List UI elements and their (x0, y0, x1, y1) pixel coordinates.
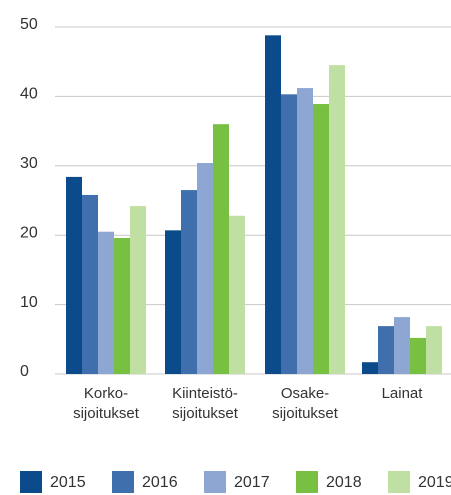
bar (410, 337, 426, 374)
x-tick-label: Korko- sijoitukset (73, 385, 139, 422)
bar (165, 230, 181, 374)
bar (394, 317, 410, 374)
x-tick-label: Lainat (381, 385, 423, 402)
bar (426, 326, 442, 374)
bar (181, 190, 197, 374)
y-tick-label: 30 (20, 155, 38, 172)
y-tick-label: 20 (20, 224, 38, 241)
legend-label: 2016 (142, 474, 178, 491)
bar (229, 215, 245, 374)
legend-swatch (204, 471, 226, 493)
legend-swatch (296, 471, 318, 493)
legend-label: 2017 (234, 474, 270, 491)
bar (265, 35, 281, 374)
bar (98, 231, 114, 374)
bar (378, 326, 394, 374)
y-tick-label: 10 (20, 294, 38, 311)
bar (130, 206, 146, 374)
bar (362, 362, 378, 374)
bar (114, 237, 130, 374)
legend-label: 2018 (326, 474, 362, 491)
x-tick-label: Osake- sijoitukset (272, 385, 338, 422)
bar (281, 94, 297, 375)
legend-swatch (388, 471, 410, 493)
y-tick-label: 50 (20, 16, 38, 33)
bar (82, 194, 98, 374)
legend-swatch (112, 471, 134, 493)
bar (66, 176, 82, 374)
bar (213, 124, 229, 374)
y-tick-label: 0 (20, 363, 29, 380)
bar (313, 104, 329, 374)
legend-label: 2015 (50, 474, 86, 491)
x-tick-label: Kiinteistö- sijoitukset (172, 385, 238, 422)
bar (197, 163, 213, 374)
bar (297, 88, 313, 375)
legend-swatch (20, 471, 42, 493)
y-tick-label: 40 (20, 86, 38, 103)
bar (329, 65, 345, 375)
legend-label: 2019 (418, 474, 451, 491)
